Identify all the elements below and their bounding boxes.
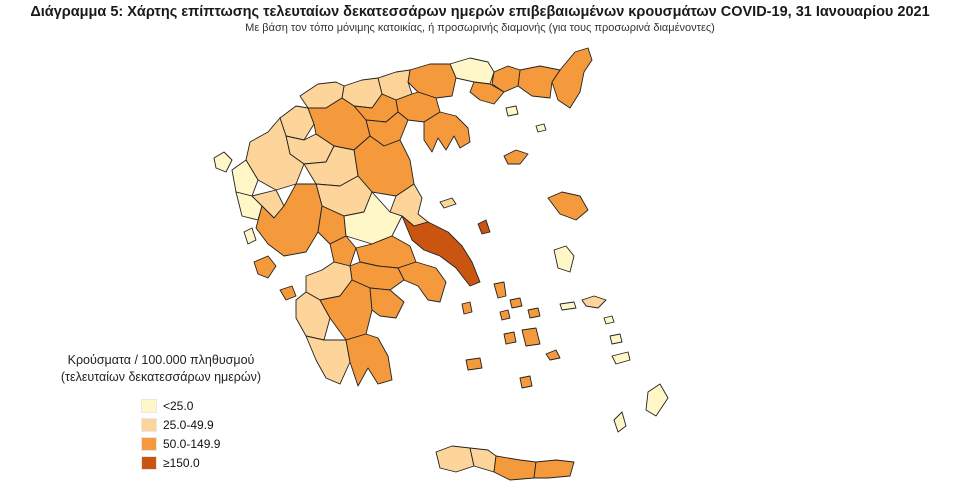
- region-amorgos: [545, 349, 561, 361]
- region-limnos: [503, 149, 529, 165]
- region-lesvos: [547, 191, 589, 221]
- region-evia: [401, 215, 481, 287]
- region-tinos: [509, 297, 523, 309]
- region-fokida: [329, 235, 357, 267]
- legend-item: <25.0: [141, 396, 276, 415]
- region-ikaria: [559, 301, 577, 311]
- region-ilia: [295, 291, 331, 341]
- region-argolida: [369, 287, 405, 319]
- legend-item: ≥150.0: [141, 453, 276, 472]
- region-kos: [611, 351, 631, 365]
- region-chania: [435, 445, 475, 473]
- legend-swatch: [141, 398, 157, 413]
- region-chalkidiki: [423, 111, 471, 153]
- region-syros: [499, 309, 511, 321]
- region-sporades: [439, 197, 457, 209]
- region-thasos: [505, 105, 519, 117]
- region-thesprotia: [231, 159, 259, 197]
- region-andros: [493, 281, 507, 299]
- legend-swatch: [141, 436, 157, 451]
- region-kea: [461, 301, 473, 315]
- legend-item: 25.0-49.9: [141, 415, 276, 434]
- legend-swatch: [141, 455, 157, 470]
- region-samos: [581, 295, 607, 309]
- region-kefallinia: [253, 255, 277, 279]
- legend-swatch: [141, 417, 157, 432]
- region-lakonia: [345, 333, 393, 387]
- region-samothraki: [535, 123, 547, 133]
- region-lasithi: [533, 459, 575, 479]
- region-kalymnos: [609, 333, 623, 345]
- region-xanthi: [491, 65, 521, 93]
- region-irakleio: [493, 455, 537, 481]
- region-messinia: [305, 335, 351, 385]
- legend-item: 50.0-149.9: [141, 434, 276, 453]
- region-drama: [449, 57, 495, 85]
- region-chios: [553, 245, 575, 273]
- region-leros: [603, 315, 615, 325]
- region-attiki: [397, 261, 447, 303]
- region-paros: [503, 331, 517, 345]
- region-kavala: [469, 81, 505, 105]
- region-zakynthos: [279, 285, 297, 301]
- region-mykonos: [527, 307, 541, 319]
- map-legend: Κρούσματα / 100.000 πληθυσμού (τελευταίω…: [46, 352, 276, 472]
- map-subtitle: Με βάση τον τόπο μόνιμης κατοικίας, ή πρ…: [245, 22, 715, 34]
- region-santorini: [519, 375, 533, 389]
- region-rodos: [645, 383, 669, 417]
- map-title: Διάγραμμα 5: Χάρτης επίπτωσης τελευταίων…: [30, 4, 930, 20]
- region-lefkada: [243, 227, 257, 245]
- region-evros: [551, 47, 593, 109]
- region-naxos: [521, 327, 541, 347]
- region-skyros: [477, 219, 491, 235]
- region-rethymno: [469, 447, 497, 473]
- region-kerkyra: [213, 151, 233, 173]
- legend-items: <25.0 25.0-49.9 50.0-149.9 ≥150.0: [141, 396, 276, 472]
- region-karpathos: [613, 411, 627, 433]
- region-milos: [465, 357, 483, 371]
- region-rodopi: [517, 65, 561, 99]
- region-serres: [407, 63, 457, 99]
- legend-title: Κρούσματα / 100.000 πληθυσμού (τελευταίω…: [60, 353, 262, 384]
